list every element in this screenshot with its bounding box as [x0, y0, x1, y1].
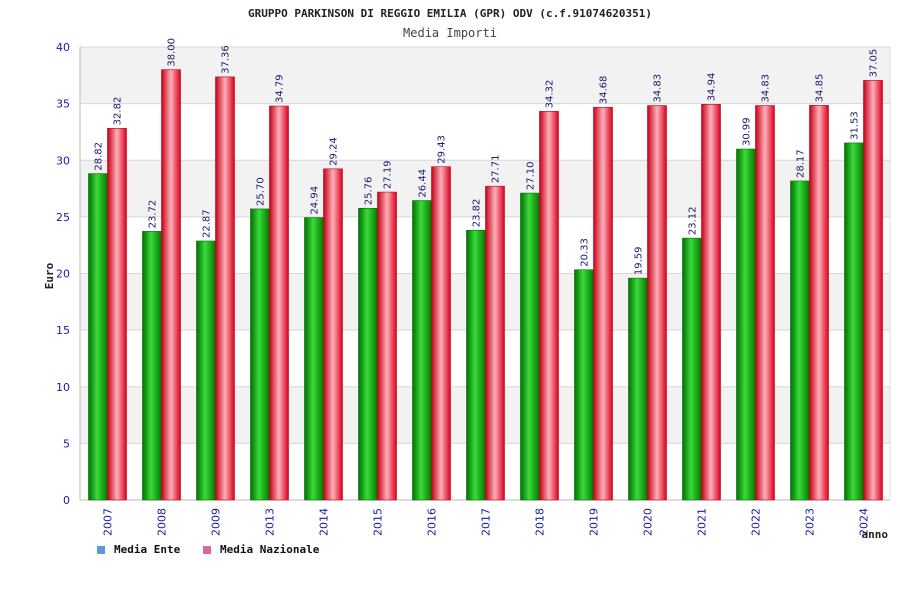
y-tick-label: 20 — [56, 268, 70, 281]
bar-media-nazionale-2020 — [647, 105, 667, 501]
bar-media-nazionale-2015 — [377, 191, 397, 501]
bar-media-nazionale-2016 — [431, 166, 451, 501]
bar-media-nazionale-2009 — [215, 76, 235, 501]
data-label-media-nazionale-2007: 32.82 — [113, 97, 124, 126]
bar-media-nazionale-2008 — [161, 69, 181, 501]
bar-media-nazionale-2014 — [323, 168, 343, 501]
bar-media-nazionale-2023 — [809, 105, 829, 501]
data-label-media-ente-2023: 28.17 — [796, 149, 807, 178]
legend-label-media-nazionale: Media Nazionale — [220, 543, 320, 556]
y-tick-label: 10 — [56, 381, 70, 394]
data-label-media-ente-2020: 19.59 — [634, 247, 645, 276]
data-label-media-nazionale-2015: 27.19 — [383, 160, 394, 189]
data-label-media-nazionale-2008: 38.00 — [167, 38, 178, 67]
x-tick-label-2014: 2014 — [318, 508, 331, 536]
x-tick-label-2016: 2016 — [426, 508, 439, 536]
x-tick-label-2013: 2013 — [264, 508, 277, 536]
bar-media-ente-2022 — [736, 148, 756, 501]
bar-media-ente-2014 — [304, 217, 324, 501]
data-label-media-nazionale-2009: 37.36 — [221, 45, 232, 74]
legend-swatch-media-ente — [97, 546, 105, 554]
x-tick-label-2015: 2015 — [372, 508, 385, 536]
data-labels: 28.82 32.82 23.72 38.00 22.87 37.36 25.70 34.79… — [94, 38, 880, 275]
bar-media-nazionale-2013 — [269, 105, 289, 501]
data-label-media-ente-2014: 24.94 — [310, 186, 321, 215]
data-label-media-nazionale-2014: 29.24 — [329, 137, 340, 166]
chart-title: GRUPPO PARKINSON DI REGGIO EMILIA (GPR) … — [248, 7, 652, 20]
bar-media-ente-2024 — [844, 142, 864, 501]
y-tick-label: 0 — [63, 494, 70, 507]
data-label-media-nazionale-2023: 34.85 — [815, 74, 826, 103]
bar-media-ente-2018 — [520, 192, 540, 501]
bar-media-nazionale-2024 — [863, 80, 883, 501]
data-label-media-ente-2007: 28.82 — [94, 142, 105, 171]
bar-media-nazionale-2022 — [755, 105, 775, 501]
x-tick-label-2023: 2023 — [804, 508, 817, 536]
data-label-media-ente-2024: 31.53 — [850, 111, 861, 140]
bars — [88, 69, 883, 501]
x-tick-label-2017: 2017 — [480, 508, 493, 536]
data-label-media-nazionale-2024: 37.05 — [869, 49, 880, 78]
x-tick-label-2024: 2024 — [858, 508, 871, 536]
bar-media-ente-2020 — [628, 277, 648, 501]
bar-media-ente-2008 — [142, 231, 162, 501]
x-tick-label-2022: 2022 — [750, 508, 763, 536]
legend-swatch-media-nazionale — [203, 546, 211, 554]
bar-media-ente-2017 — [466, 229, 486, 501]
bar-media-ente-2015 — [358, 207, 378, 501]
y-axis-ticks: 0 5 10 15 20 25 30 35 40 — [56, 41, 70, 507]
grid-band — [80, 47, 890, 104]
x-tick-label-2021: 2021 — [696, 508, 709, 536]
bar-media-ente-2023 — [790, 180, 810, 501]
y-tick-label: 5 — [63, 437, 70, 450]
bar-media-ente-2016 — [412, 200, 432, 501]
x-axis-ticks: 2007 2008 2009 2013 2014 2015 2016 2017 2018 2019… — [102, 508, 871, 536]
bar-media-nazionale-2019 — [593, 106, 613, 501]
data-label-media-nazionale-2016: 29.43 — [437, 135, 448, 164]
y-tick-label: 35 — [56, 98, 70, 111]
legend: Media Ente Media Nazionale — [97, 543, 320, 556]
data-label-media-nazionale-2021: 34.94 — [707, 73, 718, 102]
y-tick-label: 40 — [56, 41, 70, 54]
data-label-media-nazionale-2017: 27.71 — [491, 155, 502, 184]
chart-subtitle: Media Importi — [403, 26, 497, 40]
bar-media-ente-2009 — [196, 240, 216, 501]
x-axis-label: anno — [862, 528, 889, 541]
data-label-media-ente-2018: 27.10 — [526, 161, 537, 190]
data-label-media-ente-2019: 20.33 — [580, 238, 591, 267]
y-tick-label: 15 — [56, 324, 70, 337]
x-tick-label-2009: 2009 — [210, 508, 223, 536]
bar-media-ente-2007 — [88, 173, 108, 501]
y-tick-label: 30 — [56, 154, 70, 167]
bar-media-ente-2013 — [250, 208, 270, 501]
data-label-media-ente-2021: 23.12 — [688, 207, 699, 236]
data-label-media-ente-2009: 22.87 — [202, 209, 213, 238]
data-label-media-nazionale-2020: 34.83 — [653, 74, 664, 103]
x-tick-label-2019: 2019 — [588, 508, 601, 536]
x-tick-label-2018: 2018 — [534, 508, 547, 536]
legend-label-media-ente: Media Ente — [114, 543, 181, 556]
data-label-media-ente-2013: 25.70 — [256, 177, 267, 206]
data-label-media-nazionale-2013: 34.79 — [275, 74, 286, 103]
data-label-media-nazionale-2019: 34.68 — [599, 76, 610, 105]
bar-media-nazionale-2018 — [539, 111, 559, 501]
y-tick-label: 25 — [56, 211, 70, 224]
data-label-media-ente-2008: 23.72 — [148, 200, 159, 229]
bar-media-nazionale-2007 — [107, 128, 127, 501]
bar-media-ente-2021 — [682, 237, 702, 501]
x-tick-label-2007: 2007 — [102, 508, 115, 536]
x-tick-label-2008: 2008 — [156, 508, 169, 536]
bar-media-nazionale-2017 — [485, 185, 505, 501]
data-label-media-nazionale-2022: 34.83 — [761, 74, 772, 103]
data-label-media-ente-2016: 26.44 — [418, 169, 429, 198]
data-label-media-nazionale-2018: 34.32 — [545, 80, 556, 109]
bar-media-ente-2019 — [574, 269, 594, 501]
data-label-media-ente-2015: 25.76 — [364, 177, 375, 206]
x-tick-label-2020: 2020 — [642, 508, 655, 536]
bar-media-nazionale-2021 — [701, 104, 721, 501]
data-label-media-ente-2017: 23.82 — [472, 199, 483, 228]
y-axis-label: Euro — [43, 262, 56, 289]
data-label-media-ente-2022: 30.99 — [742, 117, 753, 146]
